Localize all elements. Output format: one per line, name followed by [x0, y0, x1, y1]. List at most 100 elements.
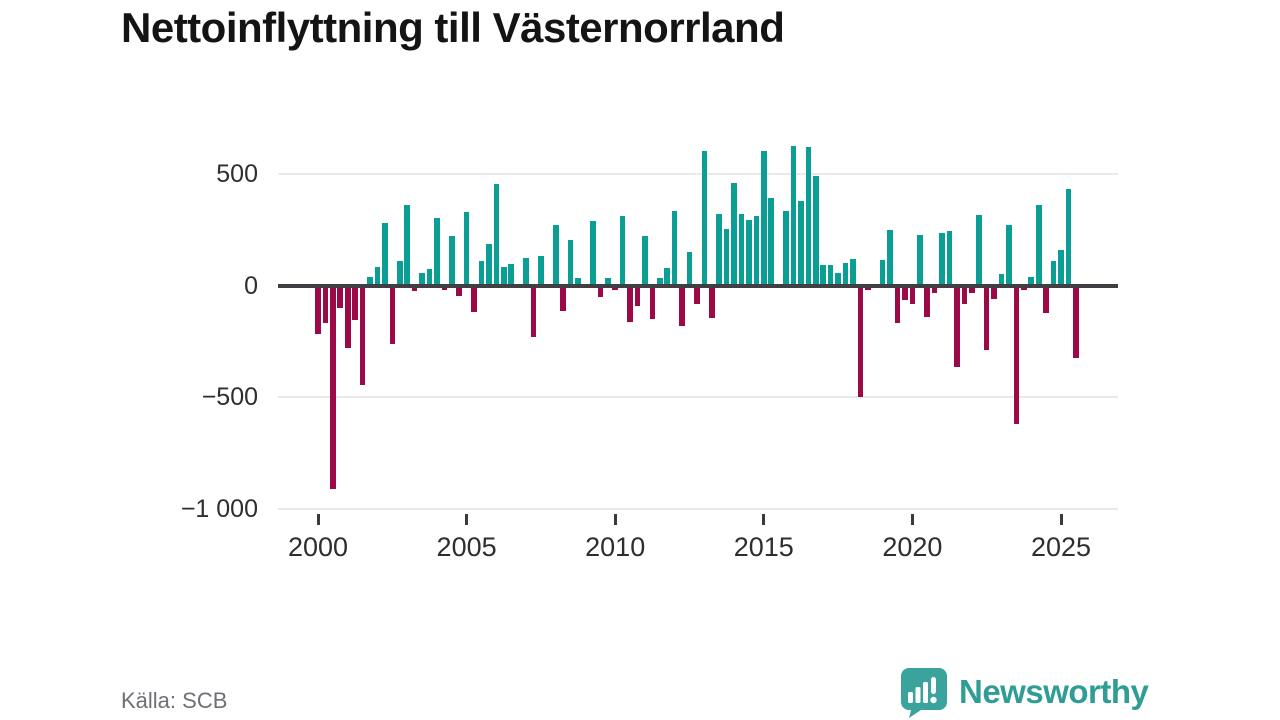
bar-q10-value-280 — [382, 222, 388, 286]
bar-q2-value--170 — [322, 285, 329, 324]
bar-q52-value--85 — [694, 285, 700, 305]
bar-q17-value-300 — [434, 218, 440, 286]
gridline--500 — [278, 396, 1118, 399]
bar-q49-value-335 — [671, 210, 678, 286]
bar-q55-value-320 — [716, 213, 722, 286]
bar-q66-value-380 — [798, 200, 804, 286]
y-axis-label-0: 0 — [244, 271, 258, 300]
x-axis-label-2015: 2015 — [733, 532, 794, 562]
bar-q8-value-40 — [367, 276, 373, 286]
bar-q87-value--365 — [954, 285, 960, 368]
gridline-500 — [278, 172, 1118, 175]
y-axis-label--1000: −1 000 — [180, 495, 258, 523]
zero-axis-line — [278, 283, 1118, 288]
bar-q33-value-270 — [552, 225, 559, 286]
x-tick-2025 — [1059, 514, 1063, 525]
x-axis-label-2000: 2000 — [287, 532, 349, 562]
bar-q22-value--120 — [471, 285, 477, 313]
bar-q65-value-625 — [790, 145, 797, 286]
bar-q102-value-430 — [1065, 189, 1072, 286]
bar-q53-value-600 — [701, 151, 708, 286]
bar-q72-value-100 — [842, 263, 849, 286]
bar-q31-value-130 — [538, 256, 544, 286]
bar-q57-value-460 — [731, 182, 737, 286]
plot-area: 2000 2005 2010 2015 2020 2025 — [278, 140, 1118, 610]
bar-q45-value-220 — [642, 236, 648, 286]
bar-q48-value-80 — [664, 267, 670, 286]
bar-q62-value-390 — [768, 198, 775, 286]
bar-q89-value--35 — [969, 285, 975, 294]
bar-q91-value--290 — [983, 285, 990, 351]
newsworthy-speech-bubble-icon — [901, 668, 947, 718]
bar-q29-value-125 — [523, 257, 529, 286]
bar-q99-value--125 — [1043, 285, 1049, 314]
bar-q90-value-315 — [976, 215, 983, 286]
x-tick-2020 — [910, 514, 914, 525]
bar-q56-value-255 — [723, 228, 730, 286]
bar-q5-value--280 — [344, 285, 351, 349]
bar-q83-value--140 — [924, 285, 931, 317]
bar-q98-value-360 — [1035, 205, 1042, 286]
bar-q41-value--20 — [612, 285, 618, 290]
bar-q70-value-90 — [827, 265, 834, 286]
bar-q1-value--215 — [315, 285, 321, 334]
bar-q6-value--155 — [352, 285, 358, 321]
bar-q68-value-490 — [813, 175, 819, 286]
source-note: Källa: SCB — [121, 688, 228, 713]
bar-q21-value-330 — [463, 211, 470, 286]
newsworthy-wordmark: Newsworthy — [959, 673, 1149, 710]
gridline--1000 — [278, 508, 1118, 510]
bar-q85-value-235 — [939, 232, 945, 286]
bar-q13-value-360 — [404, 205, 410, 286]
bar-q11-value--260 — [389, 285, 396, 344]
bar-q60-value-310 — [753, 216, 760, 286]
x-tick-2005 — [465, 514, 469, 525]
x-axis-label-2005: 2005 — [436, 532, 497, 562]
bar-q69-value-90 — [820, 265, 827, 286]
bar-q95-value--620 — [1013, 285, 1020, 425]
bar-q77-value-115 — [879, 259, 886, 286]
bar-q58-value-320 — [738, 213, 745, 286]
bar-q93-value-50 — [998, 274, 1005, 286]
bar-q71-value-55 — [835, 273, 841, 286]
bar-q18-value--20 — [441, 285, 448, 290]
bar-q64-value-335 — [783, 210, 789, 286]
y-axis-label--500: −500 — [201, 383, 258, 412]
bar-q88-value--85 — [961, 285, 968, 305]
bar-q80-value--65 — [902, 285, 908, 301]
x-axis-label-2010: 2010 — [585, 532, 646, 562]
bar-q78-value-250 — [887, 229, 893, 286]
newsworthy-logo: Newsworthy — [897, 666, 1149, 718]
bar-q23-value-110 — [478, 260, 485, 286]
bar-q43-value--165 — [627, 285, 633, 323]
bar-q44-value--90 — [634, 285, 641, 306]
bar-q100-value-110 — [1050, 260, 1057, 286]
bar-q84-value--35 — [931, 285, 938, 294]
bar-q40-value-35 — [604, 277, 611, 286]
bar-q34-value--115 — [560, 285, 566, 312]
bar-q50-value--180 — [679, 285, 685, 326]
bar-q103-value--325 — [1073, 285, 1079, 359]
bar-q54-value--145 — [708, 285, 715, 318]
bar-q9-value-85 — [374, 266, 381, 286]
x-tick-2015 — [762, 514, 766, 525]
bar-q101-value-160 — [1058, 249, 1064, 286]
bar-q7-value--445 — [359, 285, 366, 385]
x-axis-label-2020: 2020 — [882, 532, 943, 562]
bar-q26-value-85 — [500, 266, 507, 286]
bar-q94-value-270 — [1006, 225, 1012, 286]
x-tick-2010 — [613, 514, 617, 525]
bar-q38-value-290 — [590, 220, 596, 286]
bar-q15-value-55 — [419, 273, 425, 286]
bar-q42-value-310 — [619, 216, 626, 286]
bar-q25-value-455 — [493, 183, 500, 286]
bar-q74-value--500 — [857, 285, 864, 398]
bar-q24-value-185 — [486, 244, 492, 286]
bar-q16-value-75 — [426, 268, 433, 286]
bar-q4-value--100 — [337, 285, 344, 308]
bar-q81-value--85 — [909, 285, 916, 305]
bar-q39-value--50 — [597, 285, 604, 297]
bar-q30-value--230 — [530, 285, 537, 337]
bar-q96-value--20 — [1021, 285, 1027, 290]
